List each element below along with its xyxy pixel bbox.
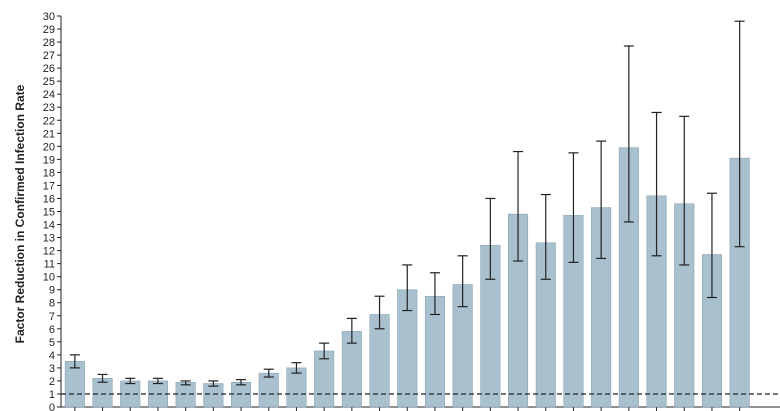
error-bar-6: [208, 380, 219, 387]
y-axis-title: Factor Reduction in Confirmed Infection …: [13, 84, 27, 343]
error-bar-17: [513, 150, 524, 262]
y-tick-label-26: 26: [43, 63, 55, 75]
y-tick-label-10: 10: [43, 272, 55, 284]
error-bar-18: [540, 193, 551, 280]
y-tick-label-24: 24: [43, 89, 55, 101]
y-tick-label-4: 4: [49, 350, 55, 362]
error-bar-5: [180, 380, 191, 386]
y-tick-label-19: 19: [43, 154, 55, 166]
error-bar-8: [263, 368, 274, 378]
error-bar-24: [706, 192, 717, 299]
y-tick-label-21: 21: [43, 128, 55, 140]
error-bar-22: [651, 111, 662, 257]
y-tick-label-28: 28: [43, 37, 55, 49]
error-bar-12: [374, 295, 385, 330]
bar-8: [258, 372, 279, 408]
y-tick-label-20: 20: [43, 141, 55, 153]
bar-7: [231, 381, 252, 408]
y-tick-label-11: 11: [44, 259, 55, 271]
error-bar-14: [429, 272, 440, 316]
error-bar-16: [485, 197, 496, 280]
error-bars-group: [69, 20, 745, 387]
error-bar-21: [623, 45, 634, 223]
y-tick-label-25: 25: [43, 76, 55, 88]
error-bar-11: [346, 317, 357, 344]
error-bar-1: [69, 354, 80, 369]
y-tick-label-7: 7: [49, 311, 55, 323]
error-bar-10: [319, 342, 330, 360]
y-tick-label-15: 15: [43, 207, 55, 219]
y-tick-label-18: 18: [43, 167, 55, 179]
bar-5: [175, 381, 196, 408]
error-bar-23: [679, 115, 690, 266]
y-axis-title-group: Factor Reduction in Confirmed Infection …: [13, 84, 27, 343]
error-bar-7: [236, 379, 247, 386]
y-tick-label-23: 23: [43, 102, 55, 114]
y-axis: 0123456789101112131415161718192021222324…: [43, 11, 62, 411]
y-tick-label-14: 14: [43, 220, 55, 232]
y-tick-label-27: 27: [43, 50, 55, 62]
bar-6: [203, 383, 224, 408]
y-tick-label-30: 30: [43, 11, 55, 23]
x-axis: [61, 406, 780, 411]
bar-9: [286, 367, 307, 408]
y-tick-label-9: 9: [49, 285, 55, 297]
y-tick-label-16: 16: [43, 193, 55, 205]
y-tick-label-1: 1: [49, 389, 55, 401]
y-tick-label-13: 13: [43, 233, 55, 245]
error-bar-25: [734, 20, 745, 248]
y-tick-label-6: 6: [49, 324, 55, 336]
y-tick-label-29: 29: [43, 24, 55, 36]
error-bar-20: [596, 140, 607, 260]
error-bar-15: [457, 255, 468, 308]
error-bar-9: [291, 362, 302, 374]
y-tick-label-17: 17: [43, 180, 55, 192]
bars-group: [64, 147, 750, 408]
y-tick-label-5: 5: [49, 337, 55, 349]
error-bar-4: [152, 377, 163, 385]
y-tick-label-0: 0: [49, 402, 55, 411]
y-tick-label-3: 3: [49, 363, 55, 375]
error-bar-2: [97, 373, 108, 383]
error-bar-3: [125, 377, 136, 385]
y-tick-label-12: 12: [43, 246, 55, 258]
error-bar-19: [568, 152, 579, 263]
error-bar-13: [402, 264, 413, 312]
y-tick-label-8: 8: [49, 298, 55, 310]
y-tick-label-22: 22: [43, 115, 55, 127]
y-tick-label-2: 2: [49, 376, 55, 388]
